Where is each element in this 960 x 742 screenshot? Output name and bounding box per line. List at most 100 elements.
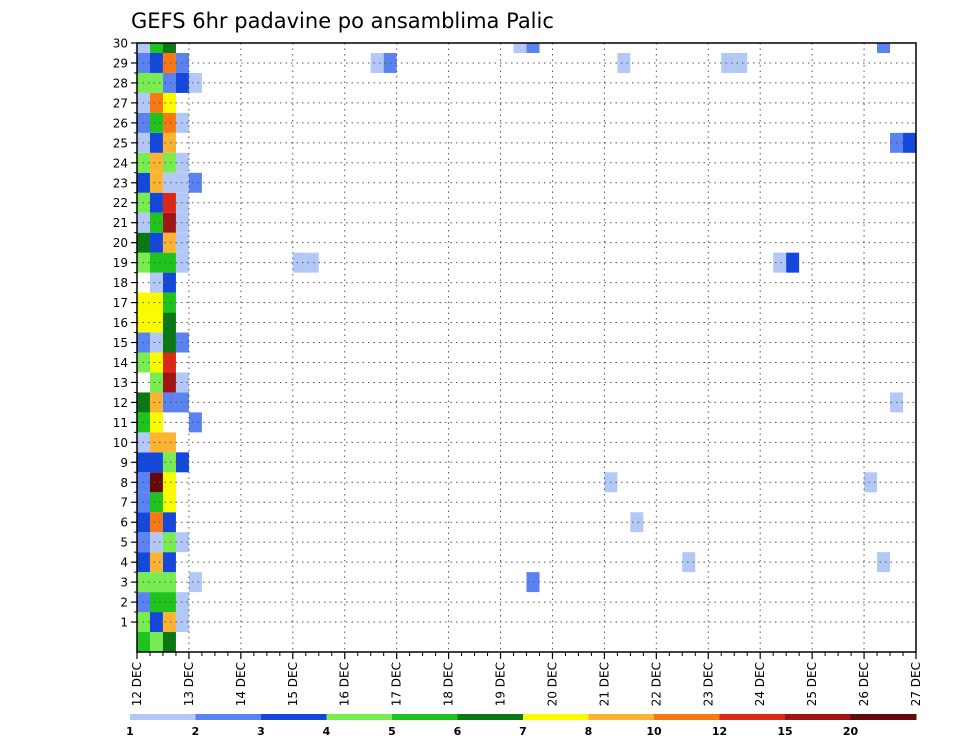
heatmap-cell-90 xyxy=(162,152,176,173)
heatmap-cell-89 xyxy=(149,152,163,173)
y-tick-label-23: 23 xyxy=(113,176,128,190)
grid-lines xyxy=(137,43,916,652)
y-axis: 1234567891011121314151617181920212223242… xyxy=(113,37,137,630)
colorbar-segment-5 xyxy=(457,714,524,720)
x-tick-label-9: 21 DEC xyxy=(597,662,611,706)
heatmap-cell-30 xyxy=(162,472,176,493)
x-tick-label-3: 15 DEC xyxy=(286,662,300,706)
heatmap-cell-0 xyxy=(137,632,150,652)
colorbar-segment-8 xyxy=(654,714,720,720)
x-tick-label-6: 18 DEC xyxy=(442,662,456,706)
heatmap-cell-110 xyxy=(149,52,163,73)
heatmap-cell-50 xyxy=(162,352,176,373)
heatmap-cell-5 xyxy=(162,612,176,633)
x-tick-label-10: 22 DEC xyxy=(649,662,663,706)
y-tick-label-26: 26 xyxy=(113,116,128,130)
y-tick-label-9: 9 xyxy=(120,456,128,470)
y-tick-label-25: 25 xyxy=(113,136,128,150)
colorbar-segment-0 xyxy=(130,714,196,720)
heatmap-cell-84 xyxy=(149,172,163,193)
heatmap-cell-106 xyxy=(162,72,176,93)
colorbar-label-5: 5 xyxy=(388,725,396,738)
x-tick-label-8: 20 DEC xyxy=(545,662,559,706)
heatmap-cell-121 xyxy=(513,43,527,53)
y-tick-label-27: 27 xyxy=(113,96,128,110)
heatmap-cell-39 xyxy=(149,412,163,433)
colorbar-label-15: 15 xyxy=(777,725,792,738)
heatmap-cell-111 xyxy=(162,52,176,73)
y-tick-label-21: 21 xyxy=(113,216,128,230)
colorbar-segment-10 xyxy=(785,714,851,720)
colorbar-label-2: 2 xyxy=(192,725,200,738)
colorbar-label-3: 3 xyxy=(257,725,265,738)
heatmap-cell-102 xyxy=(149,92,163,113)
heatmap-cell-99 xyxy=(162,112,176,133)
x-tick-label-2: 14 DEC xyxy=(234,662,248,706)
heatmap-cell-129 xyxy=(877,552,891,573)
heatmap-cell-19 xyxy=(149,532,163,553)
heatmap-cell-113 xyxy=(370,52,384,73)
heatmap-cell-61 xyxy=(149,272,163,293)
heatmap-cell-117 xyxy=(734,52,748,73)
x-tick-label-1: 13 DEC xyxy=(182,662,196,706)
x-tick-label-15: 27 DEC xyxy=(909,662,923,706)
colorbar-segment-4 xyxy=(392,714,458,720)
heatmap-cell-2 xyxy=(162,632,176,652)
heatmap-cell-87 xyxy=(188,172,202,193)
heatmap-cell-65 xyxy=(162,252,176,273)
y-tick-label-29: 29 xyxy=(113,56,128,70)
y-tick-label-2: 2 xyxy=(120,596,128,610)
heatmap-cell-67 xyxy=(292,252,306,273)
heatmap-cell-122 xyxy=(526,43,540,53)
heatmap-cell-33 xyxy=(162,452,176,473)
heatmap-cell-8 xyxy=(149,592,163,613)
heatmap-cell-36 xyxy=(149,432,163,453)
heatmap-cell-52 xyxy=(149,332,163,353)
colorbar-segment-3 xyxy=(326,714,393,720)
colorbar-label-10: 10 xyxy=(646,725,662,738)
colorbar-label-6: 6 xyxy=(454,725,462,738)
heatmap-cell-14 xyxy=(188,572,202,593)
colorbar-segment-1 xyxy=(195,714,262,720)
heatmap-cell-115 xyxy=(617,52,631,73)
y-tick-label-24: 24 xyxy=(113,156,128,170)
heatmap-cell-127 xyxy=(682,552,696,573)
y-tick-label-30: 30 xyxy=(113,37,128,51)
y-tick-label-13: 13 xyxy=(113,376,128,390)
colorbar-label-7: 7 xyxy=(519,725,527,738)
colorbar-label-12: 12 xyxy=(712,725,727,738)
heatmap-cell-13 xyxy=(162,572,176,593)
x-tick-label-11: 23 DEC xyxy=(701,662,715,706)
heatmap-cell-42 xyxy=(149,392,163,413)
heatmap-cell-69 xyxy=(773,252,787,273)
heatmap-cell-77 xyxy=(162,212,176,233)
x-axis: 12 DEC 13 DEC 14 DEC 15 DEC 16 DEC 17 DEC 18 D… xyxy=(130,652,923,706)
x-tick-label-13: 25 DEC xyxy=(805,662,819,706)
x-tick-label-14: 26 DEC xyxy=(857,662,871,706)
colorbar-label-1: 1 xyxy=(126,725,134,738)
heatmap-cell-108 xyxy=(188,72,202,93)
heatmap-cell-40 xyxy=(188,412,202,433)
heatmap-cell-12 xyxy=(149,572,163,593)
y-tick-label-20: 20 xyxy=(113,236,128,250)
y-tick-label-12: 12 xyxy=(113,396,128,410)
y-tick-label-28: 28 xyxy=(113,76,128,90)
colorbar-segment-9 xyxy=(719,714,786,720)
heatmap-cell-46 xyxy=(162,372,176,393)
heatmap-cell-124 xyxy=(526,572,540,593)
y-tick-label-22: 22 xyxy=(113,196,128,210)
heatmap-cell-20 xyxy=(162,532,176,553)
heatmap-cell-62 xyxy=(162,272,176,293)
heatmap-cell-64 xyxy=(149,252,163,273)
heatmap-cell-93 xyxy=(149,132,163,153)
y-tick-label-5: 5 xyxy=(120,536,128,550)
x-tick-label-12: 24 DEC xyxy=(753,662,767,706)
heatmap-cell-49 xyxy=(149,352,163,373)
colorbar-label-20: 20 xyxy=(843,725,859,738)
heatmap-cell-103 xyxy=(162,92,176,113)
heatmap-cell-72 xyxy=(149,232,163,253)
heatmap-cell-1 xyxy=(149,632,163,652)
heatmap-cell-9 xyxy=(162,592,176,613)
heatmap-cell-29 xyxy=(149,472,163,493)
y-tick-label-6: 6 xyxy=(120,516,128,530)
